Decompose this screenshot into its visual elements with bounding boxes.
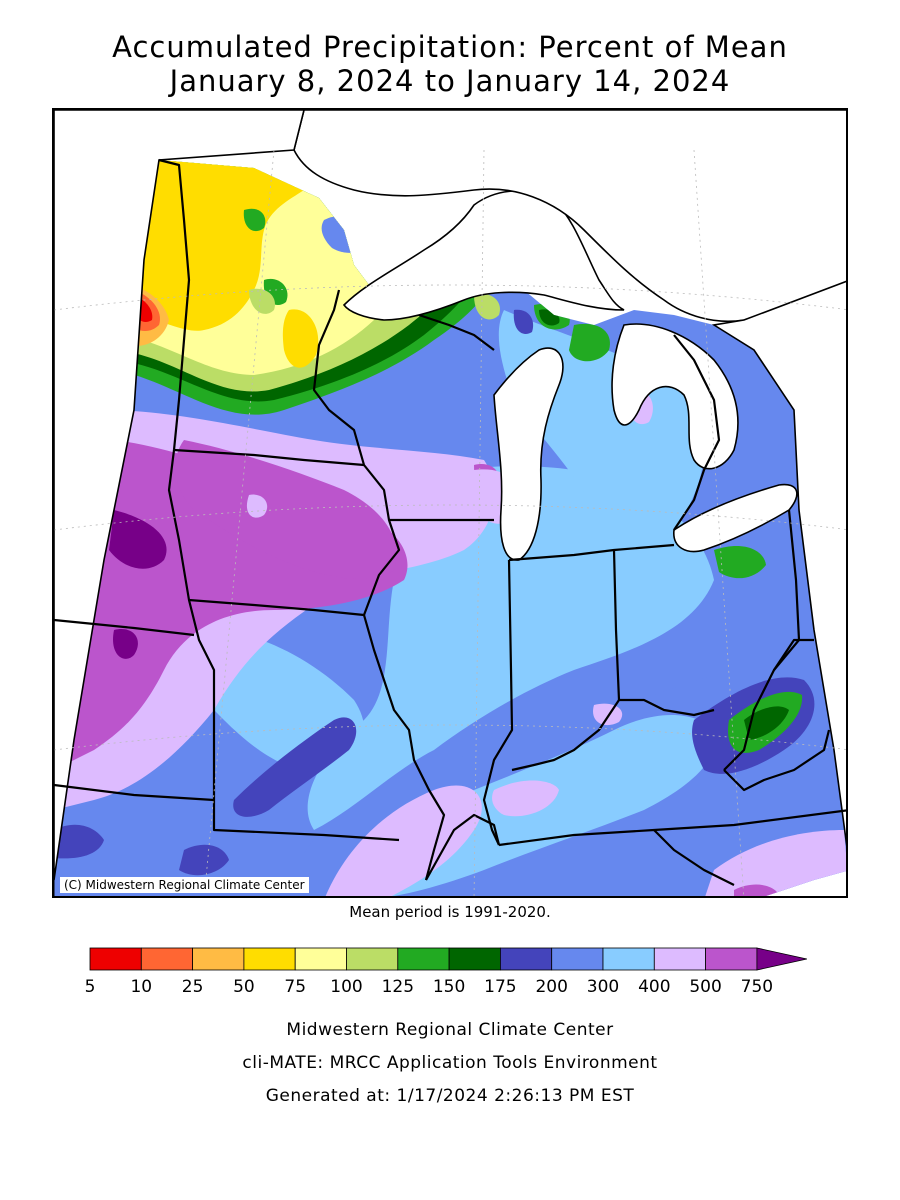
legend-swatch: [140, 947, 193, 971]
legend-swatch: [243, 947, 296, 971]
legend-swatch: [397, 947, 450, 971]
legend-overflow-arrow: [756, 947, 807, 971]
legend-swatch: [89, 947, 142, 971]
color-legend: 5 10 25 50 75 100 125 150 175 200 300 400 500 750: [85, 947, 807, 997]
legend-swatch: [294, 947, 347, 971]
legend-tick-label: 300: [587, 977, 619, 997]
graticule: [54, 149, 846, 896]
map-canvas: [54, 110, 846, 896]
legend-tick-label: 25: [182, 977, 204, 997]
legend-swatch: [653, 947, 706, 971]
legend-tick-label: 175: [484, 977, 516, 997]
legend-tick-label: 5: [85, 977, 96, 997]
footer-tool-name: cli-MATE: MRCC Application Tools Environ…: [242, 1053, 658, 1073]
mean-period-note: Mean period is 1991-2020.: [349, 903, 551, 921]
legend-swatch: [346, 947, 399, 971]
map-title-line-1: Accumulated Precipitation: Percent of Me…: [112, 30, 788, 64]
legend-tick-label: 100: [330, 977, 362, 997]
legend-tick-label: 10: [130, 977, 152, 997]
legend-tick-label: 200: [535, 977, 567, 997]
water-bodies: [54, 110, 846, 881]
legend-swatch: [192, 947, 245, 971]
map-title-line-2: January 8, 2024 to January 14, 2024: [169, 64, 731, 98]
legend-tick-label: 400: [638, 977, 670, 997]
footer-generated-time: Generated at: 1/17/2024 2:26:13 PM EST: [265, 1086, 635, 1106]
legend-swatch: [448, 947, 501, 971]
footer-organization: Midwestern Regional Climate Center: [286, 1020, 614, 1040]
state-boundaries: [54, 158, 846, 886]
legend-tick-label: 150: [433, 977, 465, 997]
map-copyright: (C) Midwestern Regional Climate Center: [60, 877, 309, 893]
legend-swatch: [602, 947, 655, 971]
legend-swatch: [705, 947, 758, 971]
legend-tick-label: 750: [741, 977, 773, 997]
legend-tick-label: 75: [284, 977, 306, 997]
precipitation-map: (C) Midwestern Regional Climate Center: [52, 108, 848, 898]
legend-swatch: [551, 947, 604, 971]
legend-swatch: [499, 947, 553, 971]
legend-tick-label: 500: [689, 977, 721, 997]
legend-tick-label: 125: [382, 977, 414, 997]
legend-tick-label: 50: [233, 977, 255, 997]
